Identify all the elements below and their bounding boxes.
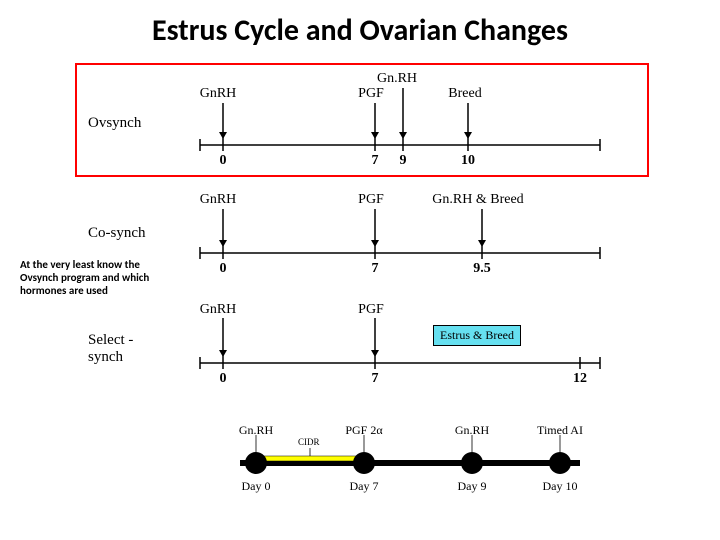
- label: PGF: [341, 86, 401, 102]
- label: 9.5: [464, 261, 500, 277]
- label: Breed: [435, 86, 495, 102]
- label: 7: [360, 371, 390, 387]
- label: 0: [208, 371, 238, 387]
- label: PGF 2α: [334, 423, 394, 438]
- label: Gn.RH: [226, 423, 286, 438]
- label: Day 0: [231, 479, 281, 494]
- label: Day 7: [339, 479, 389, 494]
- label: PGF: [316, 192, 426, 208]
- label: Gn.RH & Breed: [423, 192, 533, 208]
- label: Gn.RH: [367, 71, 427, 87]
- label: Gn.RH: [442, 423, 502, 438]
- label: 9: [388, 153, 418, 169]
- label: Timed AI: [530, 423, 590, 438]
- label: 7: [360, 153, 390, 169]
- label: 7: [357, 261, 393, 277]
- label: PGF: [341, 302, 401, 318]
- label: Day 10: [535, 479, 585, 494]
- label: 0: [208, 153, 238, 169]
- label: 10: [453, 153, 483, 169]
- cidr-label: CIDR: [298, 437, 320, 447]
- label: GnRH: [163, 192, 273, 208]
- label: GnRH: [188, 86, 248, 102]
- label: 12: [565, 371, 595, 387]
- label: Day 9: [447, 479, 497, 494]
- label: GnRH: [188, 302, 248, 318]
- label: 0: [205, 261, 241, 277]
